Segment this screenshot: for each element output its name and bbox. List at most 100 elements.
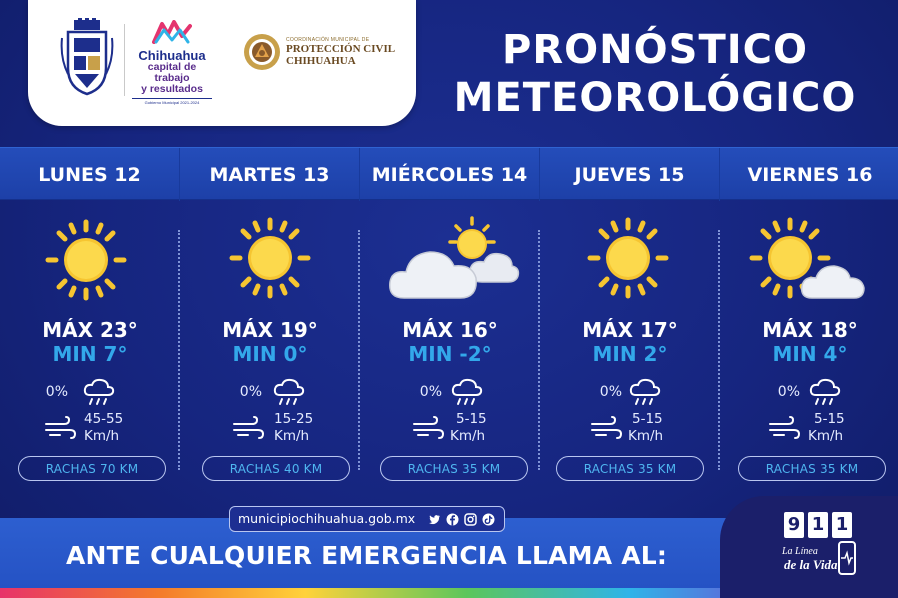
max-temp: MÁX 23° [42,318,138,342]
emergency-digit-3: 1 [832,512,852,538]
facebook-icon[interactable] [446,513,459,526]
chihuahua-logo-name: Chihuahua [138,48,206,63]
wind-speed-unit: Km/h [450,428,486,444]
rain-probability-row: 0% [180,375,360,409]
rain-cloud-icon [451,378,483,405]
proteccion-civil-text: COORDINACIÓN MUNICIPAL DE PROTECCIÓN CIV… [286,37,426,67]
wind-icon [769,416,800,439]
forecast-day-2: MÁX 19° MIN 0° 0% 15-25 Km/h RACHAS 40 K… [180,200,360,490]
chihuahua-logo: Chihuahua capital de trabajo y resultado… [132,20,212,105]
wind-row: 5-15 Km/h [540,410,720,448]
column-divider [718,230,720,470]
rain-cloud-icon [629,378,661,405]
min-temp: MIN 2° [592,342,668,366]
wind-speed-range: 45-55 [84,411,124,427]
emergency-digit-1: 9 [784,512,804,538]
logo-card: Chihuahua capital de trabajo y resultado… [28,0,416,126]
instagram-icon[interactable] [464,513,477,526]
emergency-digit-2: 1 [808,512,828,538]
phone-icon [838,541,856,575]
rain-cloud-icon [809,378,841,405]
rain-probability: 0% [419,384,442,400]
gusts-badge: RACHAS 35 KM [380,456,528,481]
proteccion-civil-small-print: COORDINACIÓN MUNICIPAL DE [286,37,370,43]
rain-probability: 0% [239,384,262,400]
wind-row: 45-55 Km/h [0,410,180,448]
min-temp: MIN 0° [232,342,308,366]
column-divider [358,230,360,470]
rain-probability-row: 0% [360,375,540,409]
rain-probability-row: 0% [0,375,180,409]
wind-icon [413,416,444,439]
twitter-icon[interactable] [428,513,441,526]
la-linea-text: La Línea [782,546,818,557]
de-la-vida-text: de la Vida [784,557,838,572]
days-header-band: LUNES 12 MARTES 13 MIÉRCOLES 14 JUEVES 1… [0,147,898,201]
min-temp: MIN 7° [52,342,128,366]
proteccion-civil-seal-icon [244,34,280,70]
forecast-day-4: MÁX 17° MIN 2° 0% 5-15 Km/h RACHAS 35 KM [540,200,720,490]
rain-cloud-icon [273,378,305,405]
logo-divider [124,24,125,96]
rain-probability-row: 0% [540,375,720,409]
wind-speed-unit: Km/h [274,428,310,444]
emergency-911-panel: 9 1 1 La Línea de la Vida [720,496,898,598]
rain-probability: 0% [777,384,800,400]
gusts-badge: RACHAS 35 KM [738,456,886,481]
day-label-1: LUNES 12 [0,148,180,201]
chihuahua-tagline-1: capital de trabajo [147,61,197,84]
sun-icon [229,217,311,299]
gusts-badge: RACHAS 35 KM [556,456,704,481]
cloudy-with-sun-icon [389,216,520,299]
min-temp: MIN 4° [772,342,848,366]
wind-speed-unit: Km/h [808,428,844,444]
gusts-badge: RACHAS 70 KM [18,456,166,481]
wind-row: 5-15 Km/h [720,410,898,448]
proteccion-civil-line-2: CHIHUAHUA [286,55,356,67]
max-temp: MÁX 16° [402,318,498,342]
page-title: PRONÓSTICO METEOROLÓGICO [440,26,870,122]
wind-icon [591,416,622,439]
day-label-5: VIERNES 16 [747,163,873,186]
rain-probability-row: 0% [720,375,898,409]
wind-row: 15-25 Km/h [180,410,360,448]
forecast-day-1: MÁX 23° MIN 7° 0% 45-55 Km/h RACHAS 70 K… [0,200,180,490]
wind-speed-range: 5-15 [632,411,663,427]
tiktok-icon[interactable] [482,513,495,526]
rain-probability: 0% [599,384,622,400]
column-divider [178,230,180,470]
rain-probability: 0% [45,384,68,400]
max-temp: MÁX 18° [762,318,858,342]
proteccion-civil-line-1: PROTECCIÓN CIVIL [286,43,396,55]
wind-speed-unit: Km/h [84,428,120,444]
wind-speed-range: 5-15 [456,411,487,427]
max-temp: MÁX 17° [582,318,678,342]
forecast-day-3: MÁX 16° MIN -2° 0% 5-15 Km/h RACHAS 35 K… [360,200,540,490]
wind-speed-range: 5-15 [814,411,845,427]
forecast-day-5: MÁX 18° MIN 4° 0% 5-15 Km/h RACHAS 35 KM [720,200,898,490]
rain-cloud-icon [83,378,115,405]
website-badge[interactable]: municipiochihuahua.gob.mx [229,506,505,532]
title-line-1: PRONÓSTICO [502,27,808,73]
min-temp: MIN -2° [408,342,492,366]
day-label-3: MIÉRCOLES 14 [360,148,540,201]
sun-icon [45,219,127,301]
chihuahua-logo-icon [152,20,192,44]
municipal-crest-icon [60,18,114,96]
wind-icon [233,416,264,439]
day-label-2: MARTES 13 [180,148,360,201]
sun-icon [587,217,669,299]
wind-speed-range: 15-25 [274,411,314,427]
wind-icon [45,416,76,439]
rainbow-stripe [0,588,898,598]
max-temp: MÁX 19° [222,318,318,342]
emergency-call-text: ANTE CUALQUIER EMERGENCIA LLAMA AL: [66,541,668,570]
website-link[interactable]: municipiochihuahua.gob.mx [238,511,416,526]
chihuahua-small-print: Gobierno Municipal 2021-2024 [132,98,212,105]
column-divider [538,230,540,470]
wind-speed-unit: Km/h [628,428,664,444]
gusts-badge: RACHAS 40 KM [202,456,350,481]
chihuahua-tagline-2: y resultados [141,83,203,95]
day-label-4: JUEVES 15 [540,148,720,201]
wind-row: 5-15 Km/h [360,410,540,448]
